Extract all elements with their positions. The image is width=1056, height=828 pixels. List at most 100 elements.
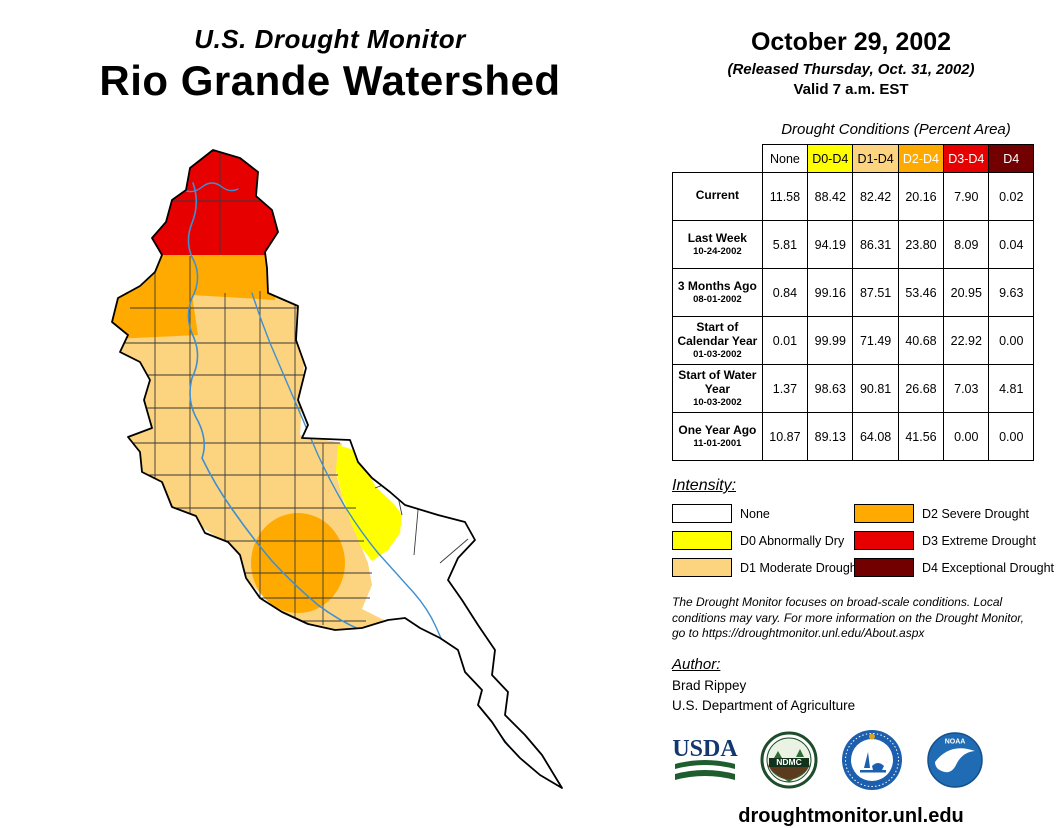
table-cell: 0.01	[761, 316, 809, 365]
legend-item-d4: D4 Exceptional Drought	[854, 558, 1054, 577]
d4-swatch	[854, 558, 914, 577]
table-cell: 5.81	[761, 220, 809, 269]
row-label-start-calendar-year: Start of Calendar Year 01-03-2002	[672, 316, 763, 365]
col-header-none: None	[761, 144, 809, 173]
table-cell: 7.90	[943, 172, 990, 221]
ndmc-ground	[772, 770, 806, 782]
row-label-last-week: Last Week 10-24-2002	[672, 220, 763, 269]
table-cell: 26.68	[897, 364, 945, 413]
released-line: (Released Thursday, Oct. 31, 2002)	[727, 61, 975, 78]
table-cell: 53.46	[897, 268, 945, 317]
commerce-ship	[872, 762, 884, 770]
right-panel: October 29, 2002 (Released Thursday, Oct…	[668, 28, 1054, 828]
table-cell: 88.42	[807, 172, 854, 221]
col-header-d1-d4: D1-D4	[852, 144, 899, 173]
commerce-lighthouse	[864, 751, 870, 768]
drought-conditions-table: None D0-D4 D1-D4 D2-D4 D3-D4 D4 Current …	[672, 144, 1034, 461]
legend-item-d3: D3 Extreme Drought	[854, 531, 1038, 550]
commerce-seal-logo	[842, 729, 902, 790]
table-cell: 99.99	[807, 316, 854, 365]
col-header-d3-d4: D3-D4	[943, 144, 990, 173]
table-cell: 10.87	[761, 412, 809, 461]
release-date: October 29, 2002	[750, 28, 952, 56]
table-cell: 90.81	[852, 364, 899, 413]
d2-severe-south-area	[251, 513, 345, 613]
table-cell: 0.04	[988, 220, 1034, 269]
table-cell: 87.51	[852, 268, 899, 317]
table-cell: 23.80	[897, 220, 945, 269]
d0-swatch	[672, 531, 732, 550]
table-row: 3 Months Ago 08-01-2002 0.84 99.16 87.51…	[672, 268, 1034, 317]
ndmc-logo: NDMC	[760, 731, 818, 789]
valid-line: Valid 7 a.m. EST	[793, 81, 909, 98]
table-cell: 8.09	[943, 220, 990, 269]
ndmc-banner	[769, 757, 809, 767]
usda-swoosh-lower	[675, 769, 735, 780]
usda-swoosh-upper	[675, 759, 735, 769]
intensity-legend: None D0 Abnormally Dry D1 Moderate Droug…	[672, 504, 1054, 585]
table-cell: 4.81	[988, 364, 1034, 413]
author-organization: U.S. Department of Agriculture	[672, 697, 856, 713]
report-supertitle: U.S. Drought Monitor	[194, 24, 466, 54]
commerce-water	[860, 769, 886, 773]
table-cell: 0.00	[988, 316, 1034, 365]
noaa-logo: NOAA	[927, 732, 983, 788]
legend-item-d1: D1 Moderate Drought	[672, 558, 860, 577]
svg-text:NDMC: NDMC	[776, 757, 802, 767]
legend-item-d0: D0 Abnormally Dry	[672, 531, 854, 550]
table-cell: 98.63	[807, 364, 854, 413]
ndmc-tree	[796, 748, 804, 757]
table-cell: 86.31	[852, 220, 899, 269]
table-cell: 1.37	[761, 364, 809, 413]
row-label-one-year-ago: One Year Ago 11-01-2001	[672, 412, 763, 461]
table-cell: 64.08	[852, 412, 899, 461]
none-swatch	[672, 504, 732, 523]
page-title: Rio Grande Watershed	[99, 57, 561, 104]
legend-column-left: None D0 Abnormally Dry D1 Moderate Droug…	[672, 504, 860, 585]
disclaimer-text: The Drought Monitor focuses on broad-sca…	[672, 595, 1024, 641]
table-cell: 82.42	[852, 172, 899, 221]
table-corner-cell	[673, 145, 763, 173]
table-title: Drought Conditions (Percent Area)	[781, 121, 1011, 138]
col-header-d0-d4: D0-D4	[807, 144, 854, 173]
table-cell: 71.49	[852, 316, 899, 365]
table-cell: 22.92	[943, 316, 990, 365]
table-cell: 41.56	[897, 412, 945, 461]
table-row: Start of Calendar Year 01-03-2002 0.01 9…	[672, 316, 1034, 365]
col-header-d4: D4	[988, 144, 1034, 173]
svg-text:NOAA: NOAA	[945, 738, 966, 745]
table-row: One Year Ago 11-01-2001 10.87 89.13 64.0…	[672, 412, 1034, 461]
legend-item-none: None	[672, 504, 854, 523]
agency-logos: USDA NDMC NOAA	[672, 727, 1034, 793]
table-row: Current 11.58 88.42 82.42 20.16 7.90 0.0…	[672, 172, 1034, 221]
author-name: Brad Rippey	[672, 677, 747, 693]
legend-column-right: D2 Severe Drought D3 Extreme Drought D4 …	[854, 504, 1054, 585]
legend-title: Intensity:	[672, 477, 737, 494]
row-label-current: Current	[672, 172, 763, 221]
d0-abnormally-dry-area	[336, 445, 402, 561]
svg-text:USDA: USDA	[672, 736, 738, 762]
table-row: Last Week 10-24-2002 5.81 94.19 86.31 23…	[672, 220, 1034, 269]
watershed-outline	[111, 149, 563, 789]
footer-url: droughtmonitor.unl.edu	[738, 804, 964, 827]
usda-logo: USDA	[672, 736, 738, 780]
row-label-start-water-year: Start of Water Year 10-03-2002	[672, 364, 763, 413]
row-label-3-months-ago: 3 Months Ago 08-01-2002	[672, 268, 763, 317]
table-cell: 0.02	[988, 172, 1034, 221]
table-row: Start of Water Year 10-03-2002 1.37 98.6…	[672, 364, 1034, 413]
table-cell: 89.13	[807, 412, 854, 461]
table-cell: 9.63	[988, 268, 1034, 317]
table-cell: 0.84	[761, 268, 809, 317]
table-cell: 40.68	[897, 316, 945, 365]
author-heading: Author:	[672, 655, 721, 673]
table-cell: 0.00	[943, 412, 990, 461]
d1-swatch	[672, 558, 732, 577]
col-header-d2-d4: D2-D4	[897, 144, 945, 173]
table-cell: 11.58	[761, 172, 809, 221]
d3-swatch	[854, 531, 914, 550]
tributary-river	[251, 292, 445, 646]
table-cell: 20.16	[897, 172, 945, 221]
table-cell: 99.16	[807, 268, 854, 317]
legend-item-d2: D2 Severe Drought	[854, 504, 1038, 523]
table-cell: 94.19	[807, 220, 854, 269]
